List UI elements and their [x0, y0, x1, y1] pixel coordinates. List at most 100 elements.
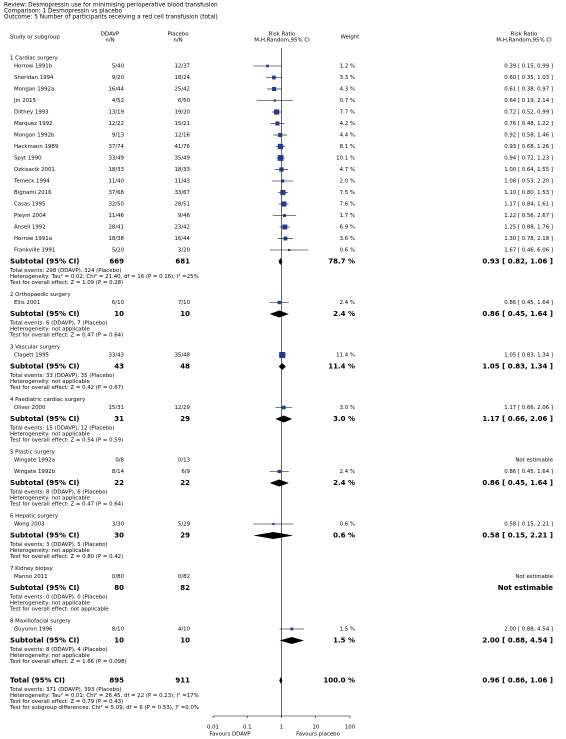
study-square [273, 99, 276, 102]
study-name: Ellis 2001 [14, 300, 40, 306]
risk-ratio: 1.67 [ 0.46, 6.06 ] [504, 248, 553, 254]
study-name: Clagett 1995 [14, 353, 49, 359]
study-name: Sheridan 1994 [14, 75, 54, 81]
ddavp-total: 30 [114, 532, 124, 540]
subtotal-label: Subtotal (95% CI) [10, 363, 79, 371]
risk-ratio: 0.61 [ 0.38, 0.97 ] [504, 87, 553, 93]
placebo-events: 41/76 [174, 144, 190, 150]
note: Heterogeneity: not applicable [10, 653, 90, 659]
study-name: Casas 1995 [14, 202, 45, 208]
placebo-events: 12/16 [174, 133, 190, 139]
note: Total events: 0 (DDAVP), 0 (Placebo) [9, 595, 108, 601]
note: Test for overall effect: Z = 1.66 (P = 0… [9, 659, 127, 665]
subtotal-diamond [269, 310, 289, 318]
weight: 7.7 % [340, 110, 355, 116]
x-tick-label: 0.01 [207, 725, 219, 731]
ddavp-total: 43 [114, 363, 124, 371]
study-name: Mongan 1992b [14, 133, 55, 139]
placebo-events: 23/42 [174, 225, 190, 231]
note: Heterogeneity: Tau² = 0.02; Chi² = 21.40… [10, 273, 199, 280]
weight: 2.0 % [340, 179, 355, 185]
risk-ratio: 1.00 [ 0.64, 1.55 ] [504, 167, 553, 173]
placebo-events: 19/20 [174, 110, 190, 116]
study-square [266, 64, 269, 68]
study-name: Dilthey 1993 [14, 110, 49, 116]
placebo-events: 3/20 [178, 248, 191, 254]
risk-ratio: 1.17 [ 0.66, 2.06 ] [482, 415, 553, 423]
weight: 4.7 % [340, 167, 355, 173]
column-header: Weight [341, 35, 360, 41]
ddavp-events: 33/49 [108, 156, 124, 162]
group-label: 4 Paediatric cardiac surgery [10, 397, 86, 403]
placebo-events: 35/49 [174, 156, 190, 162]
weight: 4.2 % [340, 121, 355, 127]
placebo-events: 33/67 [174, 190, 190, 196]
ddavp-events: 9/20 [112, 75, 125, 81]
study-name: Oliver 2000 [14, 405, 46, 411]
column-header: Placebo [167, 32, 188, 38]
study-name: Pleym 2004 [14, 213, 47, 219]
ddavp-events: 28/41 [108, 225, 124, 231]
risk-ratio: 0.72 [ 0.52, 0.99 ] [504, 110, 553, 116]
study-square [282, 224, 288, 230]
subtotal-label: Subtotal (95% CI) [10, 310, 79, 318]
x-tick-label: 100 [345, 725, 356, 731]
study-square [283, 236, 288, 241]
ddavp-events: 8/14 [112, 469, 125, 475]
study-name: Wingate 1992a [14, 458, 55, 464]
study-name: Jin 2015 [13, 98, 36, 104]
study-name: Marquez 1992 [14, 121, 53, 127]
weight: 0.7 % [340, 98, 355, 104]
note: Test for overall effect: Z = 0.42 (P = 0… [9, 385, 123, 391]
x-tick-label: 1 [280, 725, 283, 731]
study-square [278, 132, 283, 138]
risk-ratio: 2.00 [ 0.88, 4.54 ] [504, 627, 553, 633]
placebo-events: 18/24 [174, 75, 190, 81]
placebo-total: 10 [180, 310, 190, 318]
placebo-total: 22 [180, 479, 190, 487]
study-square [277, 300, 281, 305]
risk-ratio: 1.10 [ 0.80, 1.53 ] [504, 190, 553, 196]
column-header: Study or subgroup [10, 35, 60, 41]
comparison: Comparison: 1 Desmopressin vs placebo [4, 9, 123, 15]
ddavp-total: 895 [109, 677, 124, 685]
study-square [275, 121, 280, 126]
study-square [274, 109, 280, 115]
ddavp-events: 6/10 [112, 300, 125, 306]
weight: 100.0 % [323, 677, 355, 685]
study-square [280, 189, 286, 196]
outcome: Outcome: 5 Number of participants receiv… [4, 15, 218, 21]
ddavp-events: 16/44 [108, 87, 124, 93]
study-name: Temeck 1994 [13, 179, 50, 185]
favours-left: Favours DDAVP [209, 732, 251, 738]
group-label: 1 Cardiac surgery [10, 56, 59, 62]
risk-ratio: 0.60 [ 0.35, 1.03 ] [504, 75, 553, 81]
risk-ratio: 0.93 [ 0.82, 1.06 ] [482, 258, 553, 266]
total-label: Total (95% CI) [10, 677, 65, 685]
risk-ratio: 0.39 [ 0.15, 0.99 ] [504, 64, 553, 70]
study-square [272, 75, 276, 80]
note: Total events: 33 (DDAVP), 35 (Placebo) [9, 373, 115, 379]
ddavp-events: 11/40 [108, 179, 124, 185]
note: Test for overall effect: Z = 1.09 (P = 0… [9, 280, 123, 286]
study-square [277, 469, 281, 474]
ddavp-events: 0/8 [115, 458, 124, 464]
ddavp-events: 32/50 [108, 202, 124, 208]
weight: 7.5 % [340, 190, 355, 196]
ddavp-events: 37/68 [108, 190, 124, 196]
note: Total events: 3 (DDAVP), 5 (Placebo) [9, 542, 108, 548]
study-name: Bignami 2016 [14, 190, 52, 196]
subtotal-diamond [279, 637, 305, 644]
note: Test for overall effect: Z = 0.47 (P = 0… [9, 333, 123, 339]
risk-ratio: 1.30 [ 0.78, 2.18 ] [504, 236, 553, 242]
group-label: 3 Vascular surgery [10, 345, 61, 351]
risk-ratio: 1.05 [ 0.83, 1.34 ] [482, 363, 553, 371]
study-square [279, 351, 286, 359]
column-header: n/N [105, 38, 114, 44]
group-label: 8 Maxillofacial surgery [10, 619, 72, 625]
total-diamond [279, 677, 283, 684]
risk-ratio: 1.22 [ 0.56, 2.67 ] [504, 213, 553, 219]
study-square [279, 167, 284, 172]
